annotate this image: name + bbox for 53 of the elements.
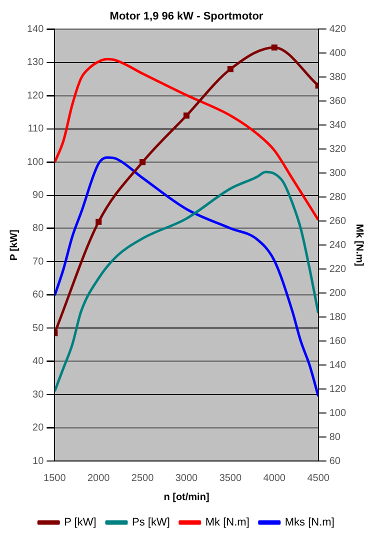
- y-tick-label: 30: [32, 389, 44, 400]
- y2-tick-label: 100: [329, 408, 346, 419]
- y2-tick-label: 380: [329, 72, 346, 83]
- legend-label: Mk [N.m]: [205, 516, 250, 529]
- y-tick-label: 50: [32, 322, 44, 334]
- y2-tick-label: 160: [329, 336, 346, 347]
- y2-tick-label: 140: [329, 360, 346, 371]
- y2-axis-title: Mk [N.m]: [353, 224, 364, 266]
- y-tick-label: 110: [28, 124, 44, 135]
- x-axis-title: n [ot/min]: [164, 492, 210, 503]
- y-tick-label: 40: [32, 356, 44, 368]
- y2-tick-label: 220: [329, 264, 346, 275]
- y-tick-label: 130: [26, 57, 44, 68]
- y-tick-label: 60: [32, 290, 44, 301]
- legend-label: Mks [N.m]: [284, 516, 334, 529]
- x-tick-label: 2500: [131, 472, 154, 484]
- y2-tick-label: 200: [329, 288, 346, 299]
- y2-tick-label: 180: [329, 312, 346, 323]
- y2-tick-label: 120: [329, 384, 346, 395]
- y-tick-label: 70: [32, 256, 44, 268]
- y2-tick-label: 340: [329, 120, 346, 131]
- point: [140, 159, 146, 166]
- y-tick-label: 80: [32, 223, 44, 234]
- point: [96, 218, 102, 225]
- x-tick-label: 3000: [175, 472, 198, 484]
- y2-tick-label: 280: [329, 192, 346, 203]
- legend-label: Ps [kW]: [132, 516, 170, 529]
- y-tick-label: 90: [32, 190, 44, 202]
- y2-tick-label: 320: [329, 144, 346, 155]
- y2-tick-label: 400: [329, 48, 346, 59]
- x-tick-label: 3500: [219, 472, 242, 484]
- y-tick-label: 20: [32, 422, 44, 434]
- x-tick-label: 4500: [307, 472, 330, 484]
- x-tick-label: 2000: [88, 472, 110, 484]
- x-tick-label: 1500: [44, 472, 66, 484]
- y2-tick-label: 240: [329, 240, 346, 251]
- y-tick-label: 120: [26, 90, 44, 102]
- legend-label: P [kW]: [64, 516, 96, 529]
- y-tick-label: 10: [32, 456, 44, 467]
- y-tick-label: 140: [26, 24, 44, 35]
- point: [227, 66, 234, 72]
- y-axis-title: P [kW]: [8, 230, 20, 261]
- y2-tick-label: 260: [329, 216, 346, 227]
- chart-title: Motor 1,9 96 kW - Sportmotor: [110, 10, 264, 23]
- x-tick-label: 4000: [263, 472, 286, 484]
- point: [271, 44, 278, 50]
- y2-tick-label: 60: [329, 456, 341, 467]
- y2-tick-label: 360: [329, 96, 346, 107]
- y2-tick-label: 300: [329, 168, 346, 179]
- y2-tick-label: 80: [329, 432, 341, 443]
- y2-tick-label: 420: [329, 24, 346, 35]
- y-tick-label: 100: [26, 156, 44, 168]
- point: [183, 112, 190, 119]
